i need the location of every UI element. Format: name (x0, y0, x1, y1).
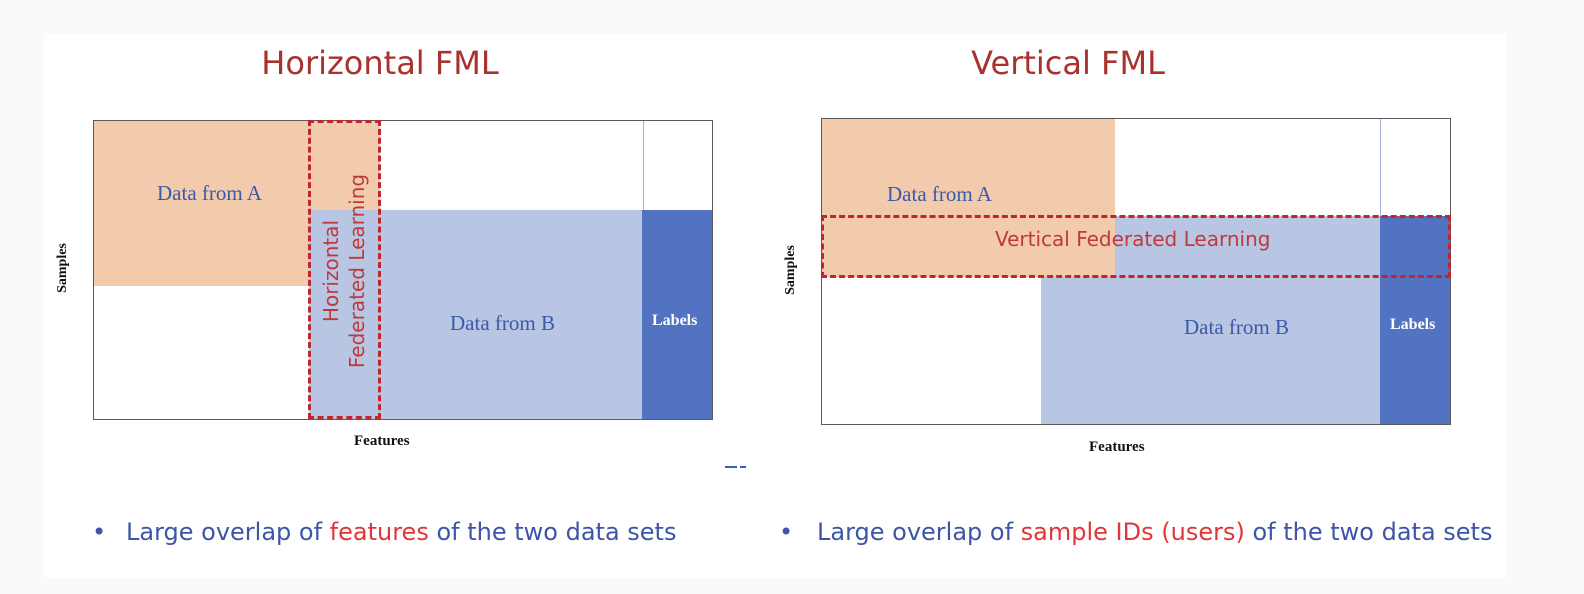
vertical-bullet: • Large overlap of sample IDs (users) of … (779, 518, 1492, 546)
stray-mark-2 (740, 466, 746, 468)
vertical-data-b-label: Data from B (1184, 315, 1289, 339)
vertical-y-axis-label: Samples (783, 245, 798, 295)
vertical-data-b-overlap (1115, 216, 1381, 277)
vertical-fl-label: Vertical Federated Learning (995, 227, 1271, 251)
vertical-data-b-region (1041, 277, 1381, 424)
horizontal-fl-dashed-box (308, 120, 381, 419)
horizontal-y-axis-label: Samples (55, 243, 70, 293)
vertical-bullet-post: of the two data sets (1244, 518, 1493, 546)
horizontal-data-a-label: Data from A (157, 181, 262, 205)
horizontal-data-b-label: Data from B (450, 311, 555, 335)
vertical-fl-dashed-box (821, 215, 1451, 278)
horizontal-labels-label: Labels (652, 312, 698, 329)
horizontal-x-axis-label: Features (354, 433, 410, 449)
horizontal-labels-region (642, 210, 712, 419)
vertical-bullet-pre: Large overlap of (817, 518, 1021, 546)
vertical-bullet-highlight: sample IDs (users) (1020, 518, 1245, 546)
vertical-labels-label: Labels (1390, 316, 1436, 333)
vertical-x-axis-label: Features (1089, 439, 1145, 455)
horizontal-title: Horizontal FML (261, 44, 499, 82)
vertical-data-a-label: Data from A (887, 182, 992, 206)
horizontal-fl-label-line1: Horizontal (319, 219, 343, 323)
horizontal-bullet-post: of the two data sets (428, 518, 677, 546)
horizontal-bullet-dot: • (92, 518, 107, 546)
horizontal-fl-label: Horizontal Federated Learning (318, 171, 370, 371)
horizontal-fl-label-line2: Federated Learning (345, 173, 369, 369)
stray-mark (725, 466, 737, 468)
vertical-bullet-dot: • (779, 518, 794, 546)
horizontal-data-b-region (309, 210, 643, 419)
vertical-labels-region (1380, 216, 1450, 424)
horizontal-bullet: • Large overlap of features of the two da… (92, 518, 676, 546)
vertical-data-a-region (822, 119, 1115, 277)
horizontal-labels-divider (643, 121, 644, 210)
vertical-labels-divider (1380, 119, 1381, 216)
vertical-title: Vertical FML (971, 44, 1165, 82)
horizontal-bullet-pre: Large overlap of (126, 518, 330, 546)
horizontal-bullet-highlight: features (329, 518, 429, 546)
